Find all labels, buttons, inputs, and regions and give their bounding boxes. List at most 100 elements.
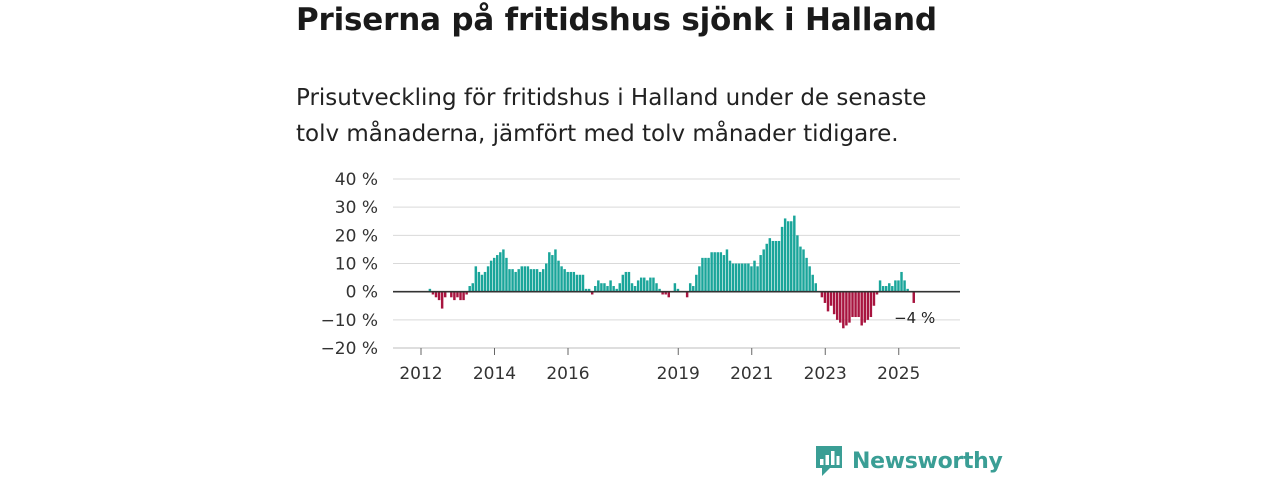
bar (839, 291, 842, 323)
bar (731, 263, 735, 292)
bar (496, 255, 499, 292)
y-tick-label: 30 % (335, 198, 378, 218)
bar (514, 271, 517, 292)
bar (832, 291, 836, 315)
bar (517, 269, 520, 292)
bar (453, 291, 456, 301)
x-tick-label: 2012 (399, 364, 442, 384)
bar (483, 271, 487, 292)
bar (612, 286, 615, 292)
bar (548, 252, 551, 292)
bar (878, 280, 882, 292)
bar (829, 291, 833, 306)
bar (459, 291, 462, 301)
x-tick-label: 2014 (473, 364, 516, 384)
bar (692, 286, 695, 292)
last-value-label: −4 % (894, 309, 935, 327)
bar (762, 249, 765, 292)
bar (716, 252, 719, 292)
bar (554, 249, 557, 292)
bar (578, 274, 582, 292)
bar (872, 291, 876, 306)
bar (502, 249, 505, 292)
x-tick-label: 2016 (546, 364, 589, 384)
bar (845, 291, 848, 326)
bar (428, 288, 432, 292)
bar (707, 257, 710, 292)
bar (888, 283, 891, 292)
bar (618, 283, 621, 292)
bar (664, 291, 667, 295)
bar (566, 271, 569, 292)
bar (443, 291, 447, 298)
bar (557, 260, 560, 292)
bar (866, 291, 870, 320)
bar (569, 271, 572, 292)
x-tick-label: 2021 (730, 364, 773, 384)
bar (719, 252, 723, 292)
bar (545, 263, 548, 292)
bar (520, 266, 523, 292)
bar (431, 291, 435, 295)
bar (465, 291, 468, 295)
bar (750, 266, 753, 292)
bar (900, 271, 903, 292)
bar (673, 283, 677, 292)
bar (695, 274, 698, 292)
bar (783, 218, 787, 292)
y-tick-label: −20 % (321, 339, 378, 359)
bar (808, 266, 811, 292)
bar (627, 271, 631, 292)
bar (741, 263, 744, 292)
x-tick-label: 2025 (877, 364, 920, 384)
bar (734, 263, 738, 292)
bar (891, 286, 894, 292)
bar (535, 269, 539, 292)
bar (777, 240, 781, 292)
bar (875, 291, 879, 295)
bar (857, 291, 860, 318)
bar (756, 266, 759, 292)
bar (725, 249, 729, 292)
bar (894, 280, 897, 292)
bar (863, 291, 866, 323)
x-axis: 2012 2014 2016 2019 2021 2023 2025 (393, 290, 960, 384)
x-tick-label: 2019 (657, 364, 700, 384)
bar (713, 252, 716, 292)
bar (624, 271, 628, 292)
y-tick-label: 10 % (335, 255, 378, 275)
bar (848, 291, 851, 323)
y-tick-label: −10 % (321, 311, 378, 331)
bar (492, 257, 496, 292)
bar (884, 286, 888, 292)
bar (450, 291, 453, 298)
bar (563, 269, 566, 292)
bar (796, 235, 799, 292)
bar (633, 286, 637, 292)
bar (489, 260, 493, 292)
bar (471, 283, 474, 292)
bar (594, 286, 597, 292)
brand-name: Newsworthy (852, 448, 1003, 474)
bar (786, 221, 790, 292)
bar-chart-speech-icon (816, 446, 842, 476)
bar (688, 283, 692, 292)
bar (462, 291, 465, 301)
bar (744, 263, 747, 292)
bar (603, 283, 606, 292)
bar (643, 277, 646, 292)
bar (609, 280, 612, 292)
bar (581, 274, 585, 292)
y-axis-labels: 40 % 30 % 20 % 10 % 0 % −10 % −20 % (321, 170, 378, 359)
bar (541, 269, 545, 292)
bar (532, 269, 536, 292)
bar (860, 291, 863, 326)
bar (854, 291, 857, 318)
bar (676, 288, 680, 292)
bar (759, 255, 762, 292)
bar (698, 266, 701, 292)
bar (790, 221, 793, 292)
bar-chart: 40 %30 %20 %10 %0 %−10 %−20 % 2012 2014 20… (321, 170, 960, 384)
bar (655, 283, 658, 292)
bar (802, 249, 805, 292)
